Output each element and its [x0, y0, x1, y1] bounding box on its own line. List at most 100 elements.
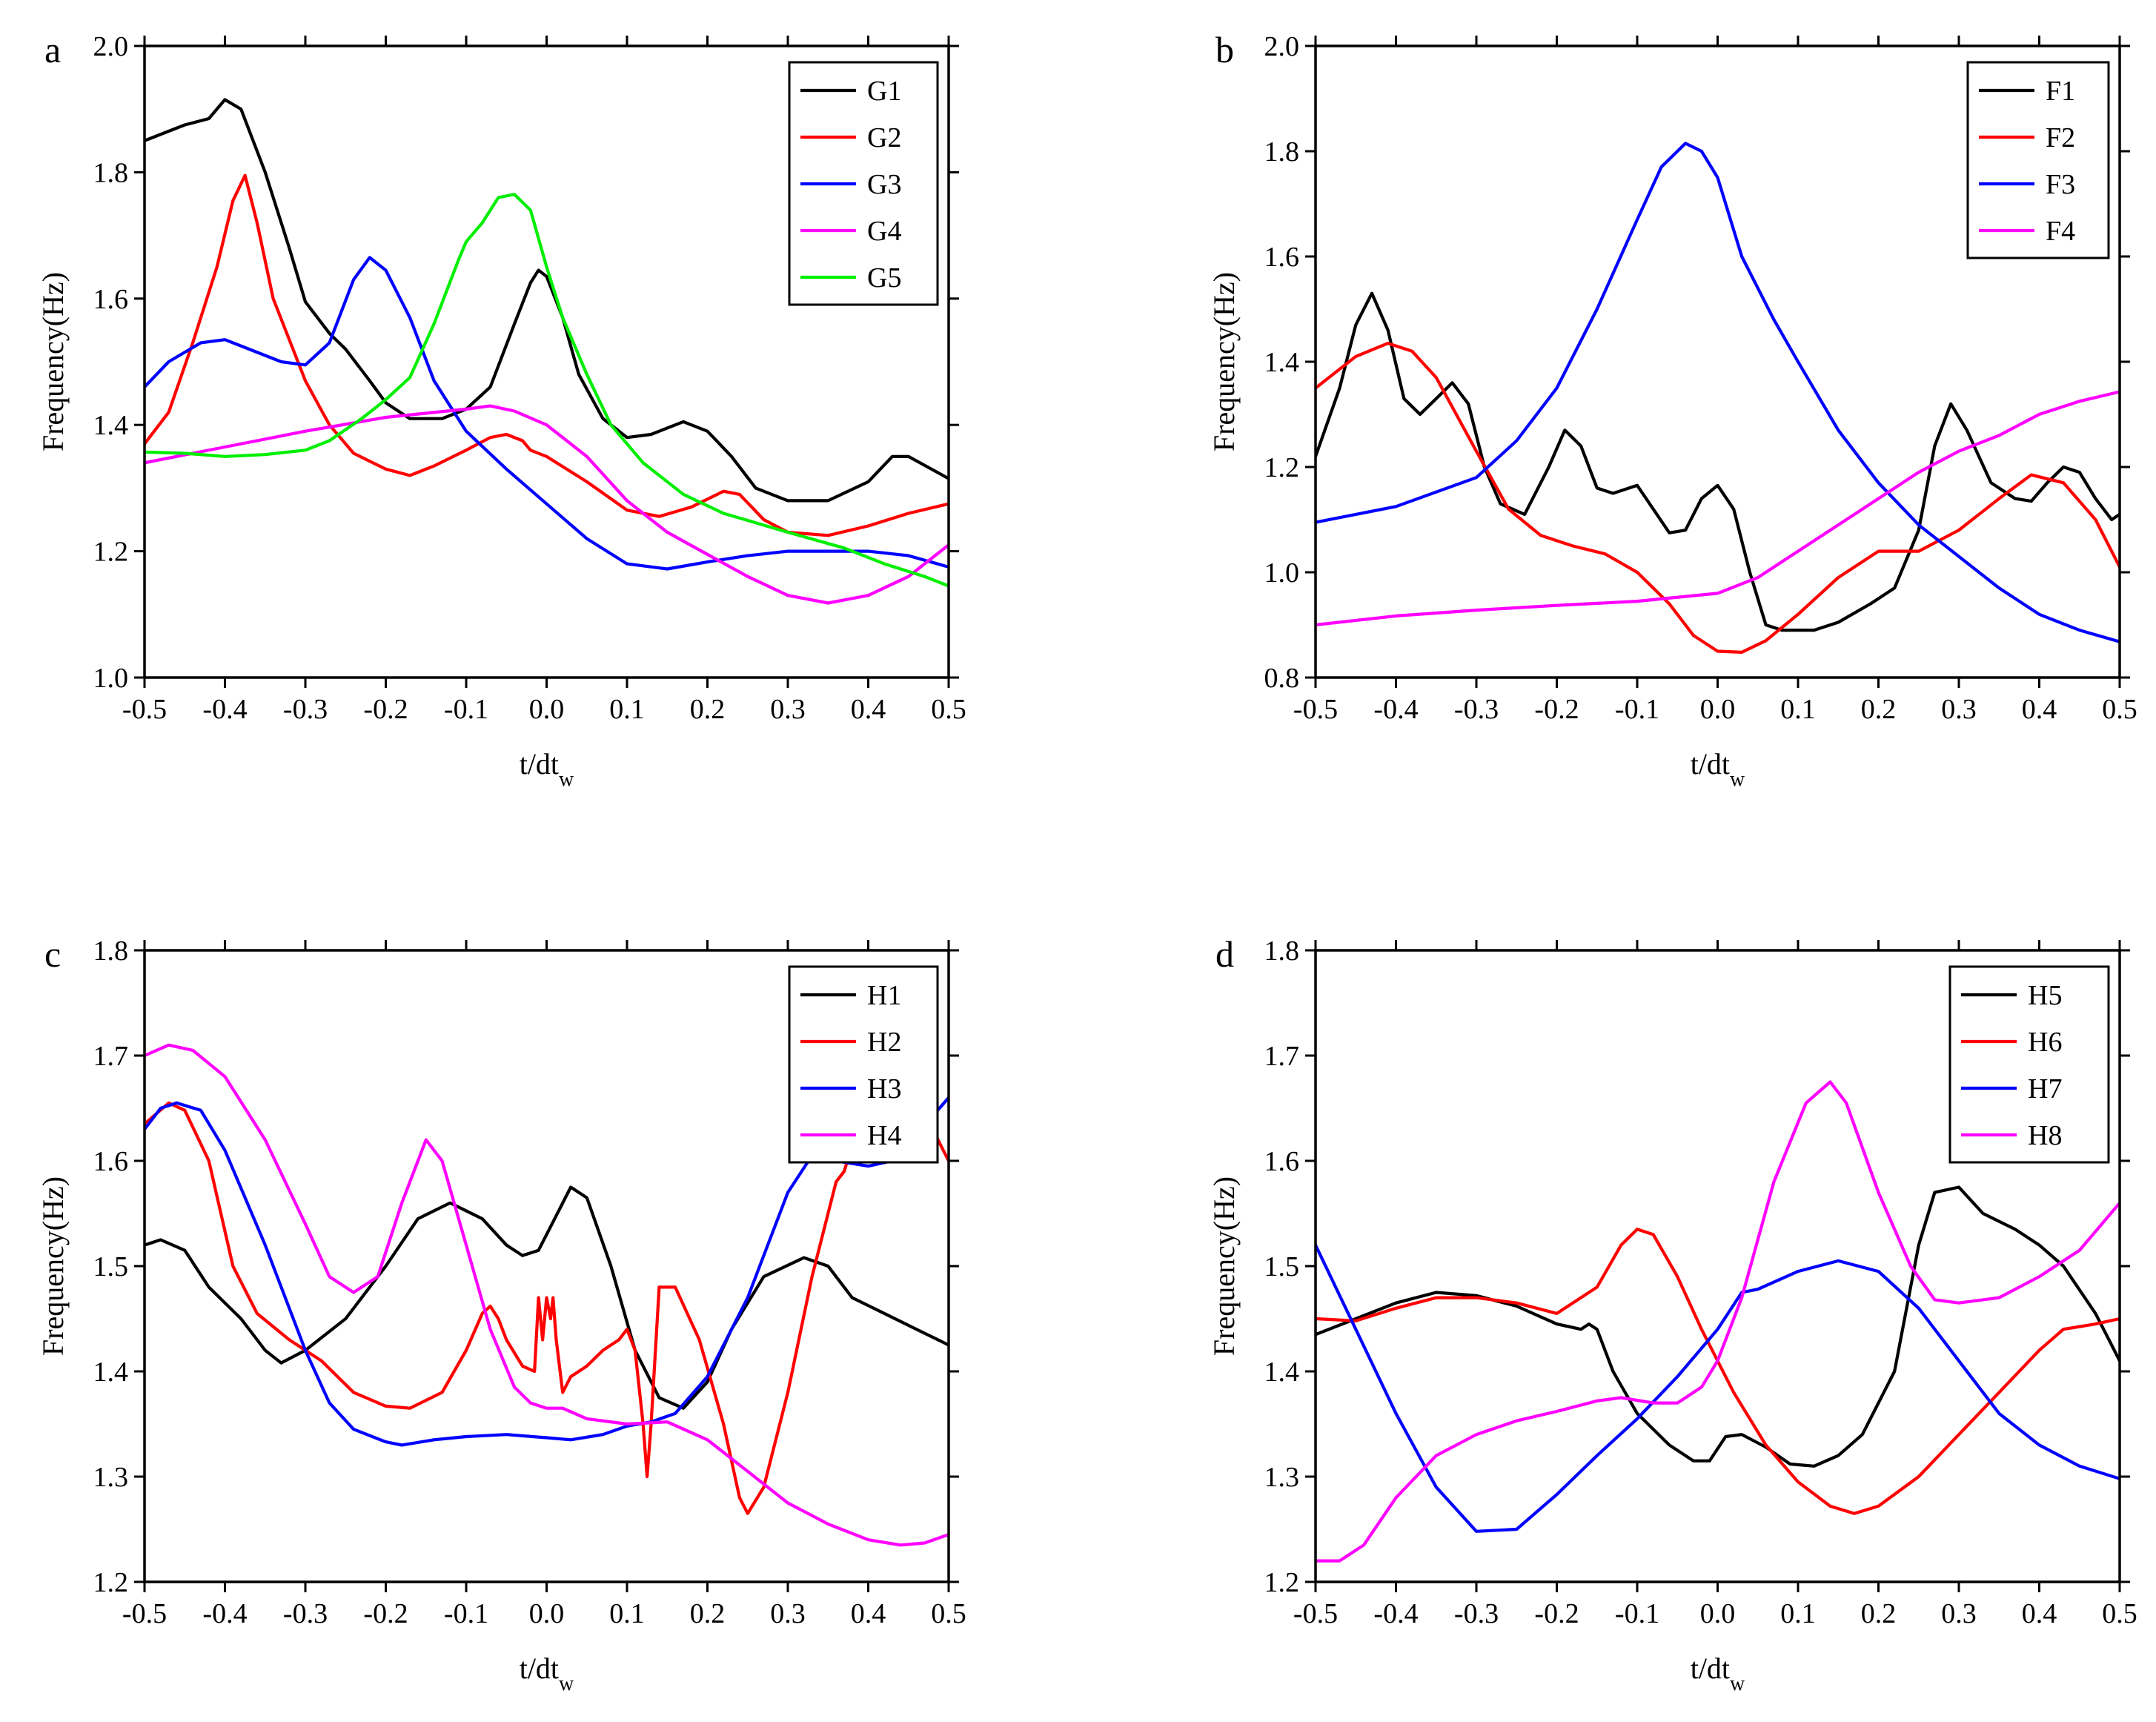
x-tick-label: -0.1	[1615, 694, 1659, 725]
x-tick-label: -0.5	[1293, 694, 1338, 725]
plot-frame	[143, 949, 950, 1583]
y-tick-label: 1.4	[93, 1357, 129, 1388]
x-tick-label: -0.3	[1454, 1598, 1499, 1629]
x-tick-label: -0.2	[1534, 694, 1579, 725]
x-axis-label-subscript: w	[1730, 1672, 1745, 1695]
x-tick-label: -0.1	[1615, 1598, 1659, 1629]
y-tick-label: 1.5	[1264, 1251, 1300, 1282]
x-tick-label: 0.2	[690, 694, 726, 725]
legend-label: F3	[2046, 169, 2075, 200]
legend-box	[788, 965, 939, 1164]
x-tick-label: 0.4	[2022, 694, 2057, 725]
y-tick-label: 1.2	[1264, 452, 1300, 483]
x-tick-label: 0.2	[1861, 694, 1897, 725]
series-group	[1316, 1080, 2120, 1563]
x-tick-label: -0.1	[444, 1598, 488, 1629]
x-tick-label: -0.2	[363, 1598, 408, 1629]
legend: H1 H2 H3 H4	[788, 965, 939, 1164]
legend-box	[1948, 965, 2110, 1164]
x-tick-label: 0.4	[851, 694, 886, 725]
x-axis-label-subscript: w	[1730, 768, 1745, 791]
x-tick-label: 0.0	[1700, 1598, 1736, 1629]
y-tick-label: 1.8	[93, 935, 129, 967]
plot-frame	[1314, 949, 2121, 1583]
x-tick-label: 0.1	[609, 694, 645, 725]
series-line-H1	[145, 1185, 949, 1410]
x-tick-label: -0.4	[202, 1598, 247, 1629]
y-tick-label: 1.5	[93, 1251, 129, 1282]
series-line-G4	[145, 404, 949, 605]
y-tick-label: 1.7	[1264, 1041, 1300, 1072]
series-line-F3	[1316, 142, 2120, 643]
legend-label: G2	[867, 122, 901, 153]
series-line-G3	[145, 256, 949, 571]
panel-a: a -0.5 -0.4 -0.3 -0.2 -0.1 0.0 0.1 0.2 0.3 0.4 0.5 1…	[36, 29, 966, 791]
legend-label: F1	[2046, 76, 2075, 107]
legend-label: G3	[867, 169, 901, 200]
x-tick-label: -0.5	[122, 1598, 167, 1629]
legend-label: F4	[2046, 216, 2075, 247]
series-line-F1	[1316, 291, 2120, 632]
y-tick-label: 1.0	[1264, 557, 1300, 589]
y-tick-label: 1.6	[1264, 242, 1300, 273]
x-tick-label: 0.5	[2102, 694, 2137, 725]
legend: H5 H6 H7 H8	[1948, 965, 2110, 1164]
legend-label: H6	[2028, 1027, 2062, 1058]
x-axis-label-subscript: w	[559, 1672, 574, 1695]
y-tick-label: 2.0	[93, 31, 129, 62]
x-tick-label: 0.4	[2022, 1598, 2057, 1629]
y-axis-label: Frequency(Hz)	[1207, 1176, 1241, 1356]
x-tick-label: -0.3	[283, 1598, 328, 1629]
x-tick-label: 0.2	[690, 1598, 726, 1629]
y-tick-label: 0.8	[1264, 663, 1300, 694]
x-tick-label: 0.3	[770, 1598, 806, 1629]
x-axis-label: t/dtw	[520, 747, 574, 791]
y-tick-label: 1.2	[1264, 1567, 1300, 1598]
x-tick-label: 0.0	[529, 694, 565, 725]
x-tick-label: -0.3	[283, 694, 328, 725]
x-axis-label: t/dtw	[1691, 1652, 1745, 1695]
series-line-G5	[145, 193, 949, 588]
x-axis-label: t/dtw	[520, 1652, 574, 1695]
y-tick-label: 1.4	[1264, 1357, 1300, 1388]
y-tick-label: 1.6	[93, 284, 129, 315]
x-tick-label: 0.1	[1780, 1598, 1816, 1629]
series-group	[1316, 142, 2120, 654]
legend-label: H5	[2028, 980, 2062, 1011]
series-line-H2	[145, 1080, 949, 1515]
y-tick-label: 1.6	[93, 1146, 129, 1177]
x-tick-label: -0.4	[202, 694, 247, 725]
legend: G1 G2 G3 G4 G5	[788, 61, 939, 306]
x-tick-label: -0.1	[444, 694, 488, 725]
y-tick-label: 2.0	[1264, 31, 1300, 62]
series-line-G2	[145, 173, 949, 537]
y-tick-label: 1.7	[93, 1041, 129, 1072]
legend-label: H7	[2028, 1073, 2062, 1105]
x-tick-label: 0.5	[931, 694, 966, 725]
y-tick-label: 1.0	[93, 663, 129, 694]
panel-label: b	[1215, 29, 1234, 70]
series-group	[145, 98, 949, 605]
y-tick-label: 1.4	[93, 410, 129, 441]
x-tick-label: 0.5	[2102, 1598, 2137, 1629]
y-tick-label: 1.8	[1264, 136, 1300, 168]
x-tick-label: -0.4	[1373, 694, 1418, 725]
x-tick-label: 0.3	[770, 694, 806, 725]
y-tick-label: 1.2	[93, 1567, 129, 1598]
x-tick-label: -0.4	[1373, 1598, 1418, 1629]
legend-label: G1	[867, 76, 901, 107]
x-tick-label: -0.3	[1454, 694, 1499, 725]
x-tick-label: 0.1	[1780, 694, 1816, 725]
plot-frame	[1314, 44, 2121, 679]
y-tick-label: 1.8	[1264, 935, 1300, 967]
x-axis-label: t/dtw	[1691, 747, 1745, 791]
series-line-H7	[1316, 1243, 2120, 1533]
series-group	[145, 1043, 949, 1547]
series-line-H6	[1316, 1228, 2120, 1515]
legend: F1 F2 F3 F4	[1966, 61, 2110, 259]
legend-label: F2	[2046, 122, 2075, 153]
panel-label: c	[44, 933, 61, 975]
legend-label: G5	[867, 262, 901, 294]
y-tick-label: 1.4	[1264, 347, 1300, 378]
x-tick-label: -0.5	[1293, 1598, 1338, 1629]
